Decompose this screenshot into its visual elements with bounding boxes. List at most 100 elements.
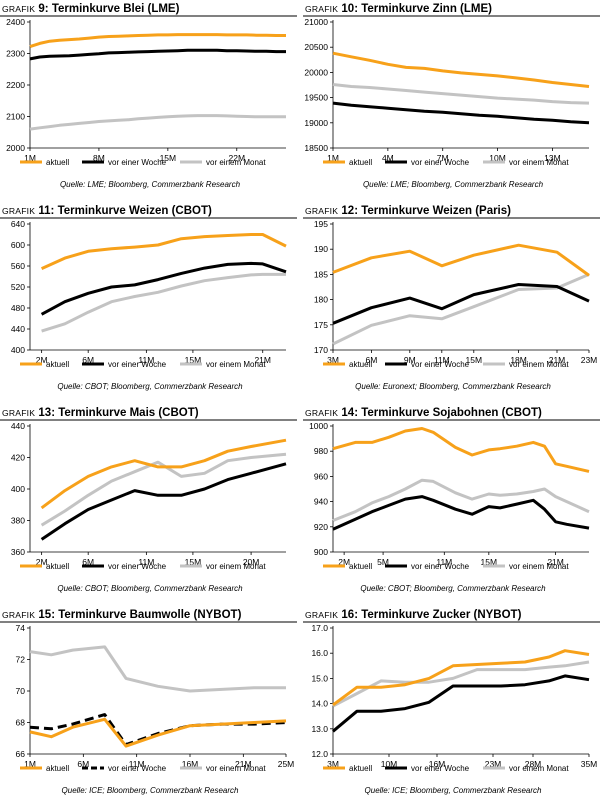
series-line-woche (40, 261, 287, 316)
series-line-monat (41, 272, 286, 333)
x-tick-label: 1M (24, 759, 36, 769)
x-tick-label: 2M (36, 557, 48, 567)
chart-label-prefix: GRAFIK (2, 4, 35, 14)
series-line-aktuell (332, 427, 590, 473)
legend-label-aktuell: aktuell (349, 764, 372, 773)
x-tick-label: 16M (429, 759, 446, 769)
legend-label-woche: vor einer Woche (411, 360, 470, 369)
chart-number: 13: (35, 407, 58, 419)
x-tick-label: 7M (437, 153, 449, 163)
x-tick-label: 1M (24, 153, 36, 163)
series-line-monat (332, 478, 590, 522)
chart-source: Quelle: ICE; Bloomberg, Commerzbank Rese… (365, 786, 543, 795)
chart-number: 15: (35, 609, 58, 621)
y-tick-label: 400 (11, 345, 25, 355)
x-tick-label: 11M (138, 355, 154, 365)
chart-label-prefix: GRAFIK (2, 206, 35, 216)
line-chart: GRAFIK 10: Terminkurve Zinn (LME) 18500 19… (303, 3, 600, 189)
x-tick-label: 5M (377, 557, 389, 567)
series-line-aktuell (40, 438, 287, 510)
x-tick-label: 15M (185, 557, 202, 567)
series-line-woche (40, 462, 287, 541)
legend-label-monat: vor einem Monat (509, 764, 569, 773)
series-line-woche (332, 495, 590, 531)
x-tick-label: 15M (185, 355, 202, 365)
y-tick-label: 19000 (304, 118, 328, 128)
x-tick-label: 9M (404, 355, 416, 365)
series-line-aktuell (29, 717, 287, 748)
x-tick-label: 6M (82, 557, 94, 567)
chart-title: GRAFIK 16: Terminkurve Zucker (NYBOT) (305, 609, 522, 621)
chart-title-text: Terminkurve Weizen (CBOT) (58, 205, 212, 217)
x-tick-label: 21M (254, 355, 271, 365)
y-tick-label: 17.0 (311, 623, 328, 633)
y-tick-label: 440 (11, 421, 25, 431)
x-tick-label: 1M (327, 153, 339, 163)
chart-number: 11: (35, 205, 57, 217)
y-tick-label: 175 (314, 320, 328, 330)
legend-label-woche: vor einer Woche (108, 764, 167, 773)
y-tick-label: 520 (11, 282, 25, 292)
chart-title: GRAFIK 13: Terminkurve Mais (CBOT) (2, 407, 199, 419)
x-tick-label: 3M (327, 759, 339, 769)
chart-source: Quelle: CBOT; Bloomberg, Commerzbank Res… (360, 584, 546, 593)
chart-panel-zucker: GRAFIK 16: Terminkurve Zucker (NYBOT) 12.… (303, 606, 600, 808)
line-chart: GRAFIK 13: Terminkurve Mais (CBOT) 360 380… (0, 407, 297, 593)
x-tick-label: 20M (243, 557, 260, 567)
legend-label-monat: vor einem Monat (509, 158, 569, 167)
x-tick-label: 21M (235, 759, 252, 769)
x-tick-label: 3M (327, 355, 339, 365)
legend-label-aktuell: aktuell (349, 158, 372, 167)
x-tick-label: 15M (160, 153, 177, 163)
x-tick-label: 13M (544, 153, 561, 163)
chart-panel-mais: GRAFIK 13: Terminkurve Mais (CBOT) 360 380… (0, 404, 300, 606)
chart-source: Quelle: CBOT; Bloomberg, Commerzbank Res… (57, 382, 243, 391)
y-tick-label: 12.0 (311, 749, 328, 759)
legend-label-woche: vor einer Woche (108, 158, 167, 167)
chart-number: 14: (338, 407, 361, 419)
x-tick-label: 2M (338, 557, 350, 567)
y-tick-label: 72 (16, 655, 26, 665)
x-tick-label: 28M (525, 759, 542, 769)
y-tick-label: 15.0 (311, 673, 328, 683)
y-tick-label: 420 (11, 453, 25, 463)
y-tick-label: 380 (11, 516, 25, 526)
series-line-monat (332, 83, 590, 105)
y-tick-label: 190 (314, 244, 328, 254)
chart-source: Quelle: ICE; Bloomberg, Commerzbank Rese… (62, 786, 240, 795)
chart-panel-weizen-cbot: GRAFIK 11: Terminkurve Weizen (CBOT) 400 4… (0, 202, 300, 404)
x-tick-label: 25M (278, 759, 295, 769)
legend-label-monat: vor einem Monat (206, 764, 266, 773)
x-tick-label: 11M (434, 355, 450, 365)
y-tick-label: 195 (314, 219, 328, 229)
series-line-woche (29, 48, 286, 61)
chart-number: 10: (338, 3, 361, 15)
series-line-aktuell (332, 51, 590, 88)
chart-source: Quelle: LME; Bloomberg, Commerzbank Rese… (60, 180, 241, 189)
legend-label-monat: vor einem Monat (206, 360, 266, 369)
chart-title: GRAFIK 10: Terminkurve Zinn (LME) (305, 3, 492, 15)
legend-label-woche: vor einer Woche (411, 764, 470, 773)
chart-title-text: Terminkurve Sojabohnen (CBOT) (361, 407, 542, 419)
y-tick-label: 2000 (6, 143, 25, 153)
chart-panel-sojabohnen: GRAFIK 14: Terminkurve Sojabohnen (CBOT)… (303, 404, 600, 606)
chart-panel-blei: GRAFIK 9: Terminkurve Blei (LME) 2000 2100… (0, 0, 300, 202)
chart-panel-weizen-paris: GRAFIK 12: Terminkurve Weizen (Paris) 170… (303, 202, 600, 404)
series-line-aktuell (332, 243, 590, 277)
y-tick-label: 170 (314, 345, 328, 355)
chart-title: GRAFIK 12: Terminkurve Weizen (Paris) (305, 205, 511, 217)
chart-label-prefix: GRAFIK (305, 206, 338, 216)
series-line-aktuell (29, 33, 286, 49)
y-tick-label: 66 (16, 749, 26, 759)
legend-label-aktuell: aktuell (46, 764, 69, 773)
y-tick-label: 19500 (304, 93, 328, 103)
y-tick-label: 74 (16, 623, 26, 633)
series-line-woche (332, 101, 590, 125)
series-line-monat (332, 273, 590, 346)
y-tick-label: 70 (16, 686, 26, 696)
y-tick-label: 400 (11, 484, 25, 494)
y-tick-label: 940 (314, 497, 328, 507)
y-tick-label: 16.0 (311, 648, 328, 658)
chart-title: GRAFIK 14: Terminkurve Sojabohnen (CBOT) (305, 407, 542, 419)
legend-label-monat: vor einem Monat (206, 158, 266, 167)
